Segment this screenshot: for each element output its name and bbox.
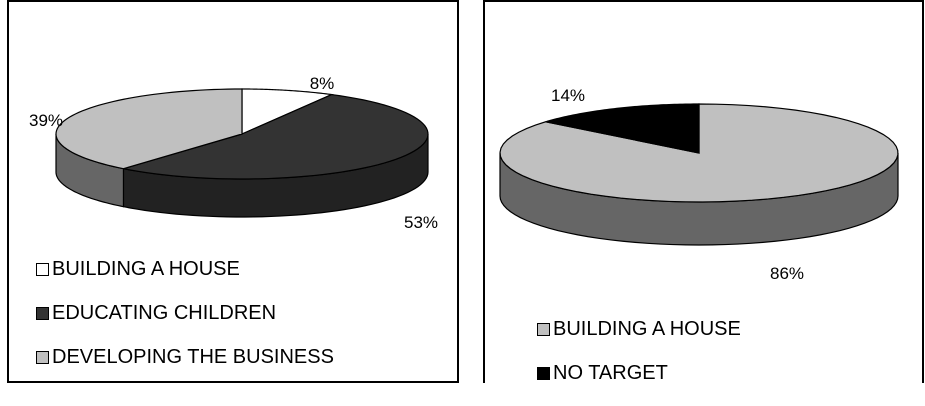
legend-item-building-a-house: BUILDING A HOUSE — [537, 318, 741, 340]
data-label-building-a-house: 8% — [310, 74, 335, 93]
legend-swatch-building-a-house — [537, 322, 550, 336]
pie-slice-no-target — [545, 103, 700, 154]
legend-item-no-target: NO TARGET — [537, 362, 741, 384]
data-label-developing-the-business: 39% — [29, 111, 63, 130]
legend-label-building-a-house: BUILDING A HOUSE — [52, 257, 240, 280]
legend-label-no-target: NO TARGET — [553, 361, 668, 384]
pie-slice-building-a-house — [241, 88, 334, 135]
data-label-educating-children: 53% — [404, 213, 438, 232]
legend-item-developing-the-business: DEVELOPING THE BUSINESS — [36, 346, 334, 368]
legend-swatch-building-a-house — [36, 262, 49, 276]
pie-chart-right: 86% 14% — [499, 86, 899, 283]
legend-swatch-educating-children — [36, 306, 49, 320]
pie-slice-educating-children — [123, 93, 429, 180]
legend-swatch-developing-the-business — [36, 350, 49, 364]
legend-label-building-a-house: BUILDING A HOUSE — [553, 317, 741, 340]
data-label-no-target: 14% — [551, 86, 585, 105]
chart-panel-left: 8% 53% 39% BUILDING A HOUSE EDUCATING CHIL… — [7, 0, 459, 383]
chart-panel-right: 86% 14% BUILDING A HOUSE NO TARGET — [483, 0, 924, 384]
pie-slice-developing-the-business — [55, 88, 243, 170]
legend-label-educating-children: EDUCATING CHILDREN — [52, 301, 277, 324]
legend-item-building-a-house: BUILDING A HOUSE — [36, 258, 334, 280]
pie-chart-left: 8% 53% 39% — [29, 74, 438, 232]
legend-left: BUILDING A HOUSE EDUCATING CHILDREN DEVE… — [36, 258, 334, 390]
legend-swatch-no-target — [537, 366, 550, 380]
data-label-building-a-house: 86% — [770, 264, 804, 283]
legend-label-developing-the-business: DEVELOPING THE BUSINESS — [52, 345, 334, 368]
legend-right: BUILDING A HOUSE NO TARGET — [537, 318, 741, 406]
legend-item-educating-children: EDUCATING CHILDREN — [36, 302, 334, 324]
